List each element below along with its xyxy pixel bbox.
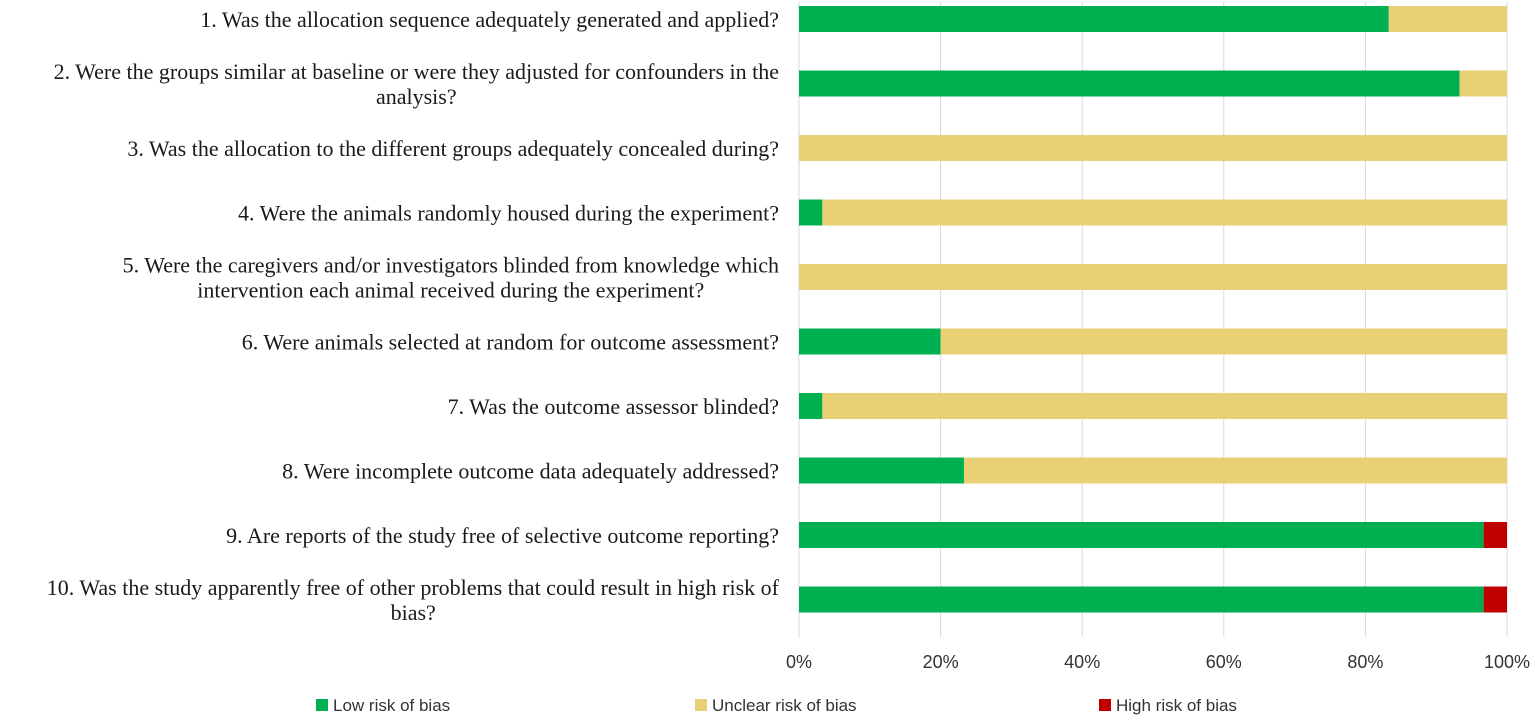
category-label: 6. Were animals selected at random for o… bbox=[242, 330, 779, 355]
legend-swatch bbox=[1099, 699, 1111, 711]
category-label: analysis? bbox=[376, 84, 457, 109]
bar-segment bbox=[1483, 522, 1507, 548]
category-label: 9. Are reports of the study free of sele… bbox=[226, 523, 779, 548]
bar-segment bbox=[940, 328, 1507, 355]
legend-swatch bbox=[695, 699, 707, 711]
category-label: intervention each animal received during… bbox=[197, 278, 704, 303]
category-label: 3. Was the allocation to the different g… bbox=[127, 136, 779, 161]
category-label: 2. Were the groups similar at baseline o… bbox=[54, 59, 779, 84]
x-tick-label: 60% bbox=[1206, 652, 1242, 672]
bar-segment bbox=[799, 135, 1507, 161]
x-tick-label: 20% bbox=[923, 652, 959, 672]
bar-segment bbox=[799, 586, 1484, 613]
bar-segment bbox=[799, 393, 823, 419]
bar-segment bbox=[799, 328, 941, 355]
bar-segment bbox=[799, 264, 1507, 290]
legend: Low risk of bias Unclear risk of bias High… bbox=[316, 696, 1237, 715]
category-label: 8. Were incomplete outcome data adequate… bbox=[282, 459, 779, 484]
bar-segment bbox=[963, 457, 1507, 484]
bar-segment bbox=[799, 199, 823, 226]
x-tick-label: 80% bbox=[1347, 652, 1383, 672]
legend-label: High risk of bias bbox=[1116, 696, 1237, 715]
legend-label: Unclear risk of bias bbox=[712, 696, 857, 715]
legend-swatch bbox=[316, 699, 328, 711]
x-tick-label: 0% bbox=[786, 652, 812, 672]
category-label: 4. Were the animals randomly housed duri… bbox=[238, 201, 779, 226]
bar-segment bbox=[1388, 6, 1507, 32]
bar-segment bbox=[822, 199, 1507, 226]
bar-segment bbox=[1483, 586, 1507, 613]
category-label: bias? bbox=[391, 600, 436, 625]
category-label: 10. Was the study apparently free of oth… bbox=[47, 575, 780, 600]
bar-segment bbox=[799, 457, 964, 484]
bar-segment bbox=[799, 6, 1389, 32]
legend-label: Low risk of bias bbox=[333, 696, 450, 715]
x-tick-label: 100% bbox=[1484, 652, 1530, 672]
bar-segment bbox=[799, 70, 1460, 97]
category-label: 5. Were the caregivers and/or investigat… bbox=[123, 253, 779, 278]
category-label: 1. Was the allocation sequence adequatel… bbox=[200, 7, 779, 32]
bar-segment bbox=[799, 522, 1484, 548]
bar-layer bbox=[799, 6, 1507, 613]
category-labels: 1. Was the allocation sequence adequatel… bbox=[47, 7, 780, 625]
bar-segment bbox=[1459, 70, 1507, 97]
category-label: 7. Was the outcome assessor blinded? bbox=[448, 394, 779, 419]
x-tick-label: 40% bbox=[1064, 652, 1100, 672]
bar-segment bbox=[822, 393, 1507, 419]
x-axis-ticks: 0% 20% 40% 60% 80% 100% bbox=[786, 652, 1530, 672]
